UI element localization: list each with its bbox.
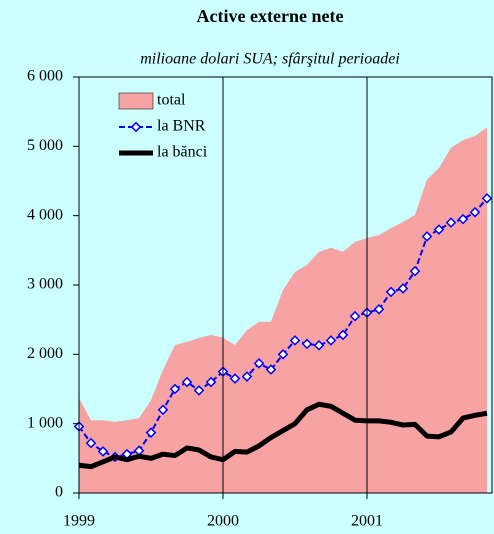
marker [409,265,421,277]
marker [97,446,109,457]
y-tick-label: 4 000 [27,206,63,223]
y-tick-label: 3 000 [27,276,63,293]
marker [481,193,493,204]
marker [349,310,361,322]
line [78,401,488,470]
x-tick-label: 1999 [63,513,95,530]
plot-frame [78,76,493,494]
marker [205,376,217,388]
x-tick-label: 2000 [207,513,239,530]
marker [397,283,409,294]
legend-swatch [118,92,154,110]
marker [133,445,145,457]
chart-subtitle: milioane dolari SUA; sfârşitul perioadei [140,51,400,68]
marker [385,286,397,298]
marker [373,303,385,315]
area [79,127,487,493]
marker [121,448,133,460]
marker [457,213,469,225]
marker [241,371,253,382]
marker [421,231,433,242]
marker [337,329,349,341]
marker [229,373,241,384]
marker [157,404,169,416]
x-tick-label: 2001 [351,513,383,530]
marker [253,358,265,369]
legend-marker [130,121,142,133]
marker [169,383,181,395]
legend-label: total [157,92,186,109]
y-tick-label: 1 000 [27,414,63,431]
chart-title: Active externe nete [197,6,344,26]
marker [469,206,481,218]
marker [325,335,337,346]
y-tick-label: 0 [55,484,63,501]
y-tick-label: 6 000 [27,68,63,85]
marker [313,340,325,351]
marker [445,217,457,228]
y-tick-label: 5 000 [27,137,63,154]
marker [181,376,193,388]
legend-label: la BNR [157,118,206,135]
marker [193,385,205,396]
marker [85,437,97,449]
legend-label: la bănci [157,144,208,161]
marker [289,335,301,346]
marker [145,427,157,438]
marker [433,224,445,235]
marker [301,338,313,350]
marker [277,349,289,360]
y-tick-label: 2 000 [27,345,63,362]
marker [265,364,277,375]
